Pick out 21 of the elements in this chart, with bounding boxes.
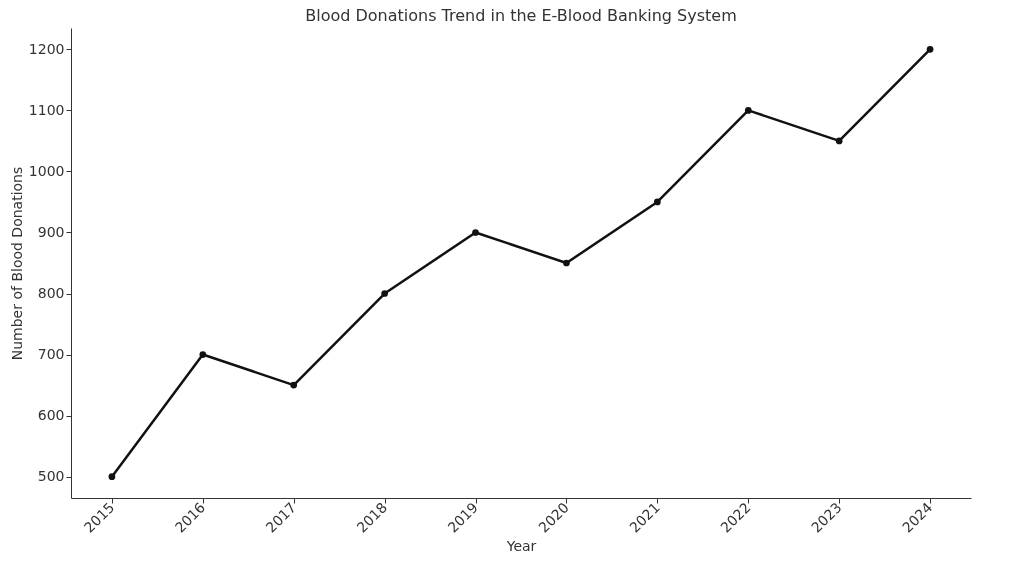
point [108,473,116,480]
y-tick-label: 1100 [28,101,65,118]
point [199,351,207,358]
point [472,229,479,236]
point [563,259,570,267]
y-tick-label: 700 [37,346,65,363]
point [835,137,843,145]
y-tick-label: 1200 [28,40,65,57]
point [381,290,388,297]
point [926,46,934,53]
y-tick-label: 800 [37,285,65,302]
point [654,198,661,206]
y-tick-label: 900 [37,223,65,240]
chart-title: Blood Donations Trend in the E-Blood Banking System [305,6,737,25]
y-tick-label: 500 [37,468,65,485]
y-tick-label: 1000 [28,162,65,179]
point [290,381,298,389]
y-axis-title: Number of Blood Donations [8,166,25,361]
x-axis-title: Year [505,537,537,554]
point [744,107,752,114]
y-tick-label: 600 [37,407,65,424]
